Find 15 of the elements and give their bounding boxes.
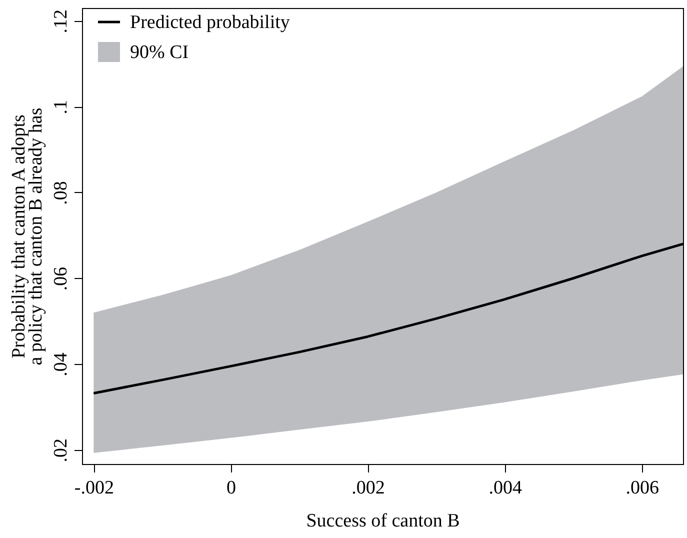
y-tick-label: .12: [50, 9, 72, 34]
x-tick-label: .004: [488, 478, 522, 498]
y-tick-label: .04: [50, 352, 72, 376]
y-tick-label: .06: [50, 266, 72, 291]
x-tick-label: .002: [352, 478, 385, 498]
legend-label: Predicted probability: [130, 12, 290, 33]
x-axis-title: Success of canton B: [306, 510, 460, 532]
annotation: 90% CI: [130, 42, 189, 63]
y-tick-label: .08: [50, 181, 72, 205]
x-tick-label: 0: [226, 478, 236, 498]
y-tick-label: .02: [50, 438, 72, 462]
y-axis-title: Probability that canton A adopts a policy that canton B already has: [8, 108, 46, 366]
x-tick-label: .006: [626, 478, 660, 498]
y-tick-label: .1: [50, 100, 72, 114]
x-tick-label: -.002: [74, 478, 114, 498]
